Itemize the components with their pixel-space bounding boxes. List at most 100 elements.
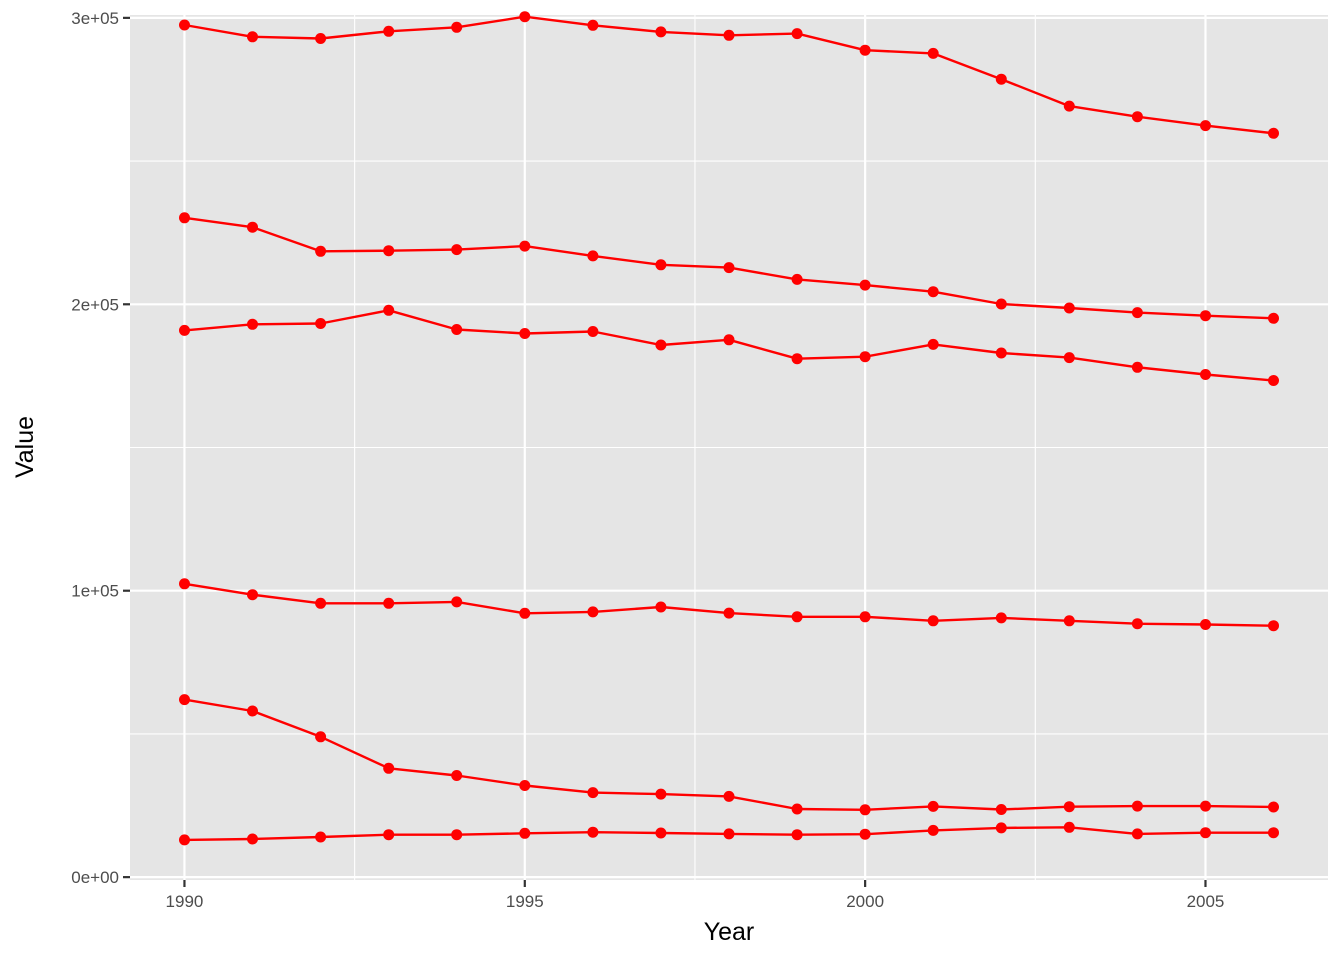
data-point-s5-2005 <box>1200 800 1211 812</box>
data-point-s2-1995 <box>519 240 531 252</box>
data-point-s3-1997 <box>655 339 667 351</box>
data-point-s4-1998 <box>723 607 735 619</box>
x-axis: 1990 1995 2000 2005 <box>166 880 1225 911</box>
data-point-s2-1999 <box>791 273 803 285</box>
data-point-s4-2000 <box>859 611 871 623</box>
data-point-s5-1991 <box>247 705 258 717</box>
data-point-s5-2002 <box>995 804 1007 815</box>
data-point-s4-1993 <box>383 597 395 609</box>
data-point-s5-2003 <box>1063 801 1075 813</box>
data-point-s4-2005 <box>1200 619 1211 630</box>
data-point-s1-2003 <box>1063 100 1075 112</box>
data-point-s3-1990 <box>179 324 190 336</box>
data-point-s5-2001 <box>927 800 939 812</box>
data-point-s6-1991 <box>247 833 258 845</box>
data-point-s5-1997 <box>655 788 667 800</box>
data-point-s6-2001 <box>927 824 939 836</box>
data-point-s4-2001 <box>927 615 939 627</box>
data-point-s3-1999 <box>791 353 803 365</box>
data-point-s2-1991 <box>247 221 258 233</box>
data-point-s3-1993 <box>383 304 395 316</box>
data-point-s5-1996 <box>587 787 599 799</box>
x-tick-label: 1990 <box>166 892 204 911</box>
data-point-s4-1996 <box>587 606 599 618</box>
data-point-s3-2002 <box>995 347 1007 359</box>
data-point-s5-2006 <box>1268 801 1279 813</box>
series-points <box>179 11 1279 846</box>
data-point-s4-2003 <box>1063 615 1075 627</box>
data-point-s2-1993 <box>383 245 395 257</box>
data-point-s2-1990 <box>179 212 190 224</box>
data-point-s5-1992 <box>315 731 327 743</box>
data-point-s4-2006 <box>1268 620 1279 632</box>
data-point-s4-1991 <box>247 589 258 601</box>
x-axis-title: Year <box>704 918 755 946</box>
data-point-s1-2002 <box>995 73 1007 85</box>
data-point-s1-1998 <box>723 29 735 41</box>
data-point-s1-1991 <box>247 31 258 43</box>
data-point-s2-2005 <box>1200 310 1211 322</box>
data-point-s3-2004 <box>1131 361 1143 373</box>
data-point-s1-2006 <box>1268 127 1279 139</box>
data-point-s6-1994 <box>451 829 463 841</box>
data-point-s1-1996 <box>587 19 599 31</box>
data-point-s6-2003 <box>1063 821 1075 833</box>
data-point-s4-1999 <box>791 611 803 623</box>
data-point-s4-1990 <box>179 578 190 590</box>
x-tick-label: 2000 <box>846 892 884 911</box>
y-tick-label: 1e+05 <box>71 582 119 601</box>
data-point-s6-1996 <box>587 826 599 838</box>
x-tick-label: 2005 <box>1187 892 1225 911</box>
data-point-s5-1994 <box>451 770 463 781</box>
y-tick-label: 3e+05 <box>71 9 119 28</box>
y-axis: 0e+00 1e+05 2e+05 3e+05 <box>71 9 130 887</box>
data-point-s4-1992 <box>315 597 327 609</box>
data-point-s6-2004 <box>1131 828 1143 840</box>
data-point-s6-1992 <box>315 831 327 843</box>
data-point-s3-2003 <box>1063 352 1075 364</box>
data-point-s1-1995 <box>519 11 531 23</box>
data-point-s5-1998 <box>723 790 735 802</box>
data-point-s2-2003 <box>1063 302 1075 314</box>
data-point-s3-2000 <box>859 351 871 363</box>
data-point-s6-2006 <box>1268 827 1279 839</box>
data-point-s2-1992 <box>315 245 327 257</box>
data-point-s6-2000 <box>859 828 871 840</box>
data-point-s4-1995 <box>519 607 531 619</box>
minor-gridlines <box>130 15 1328 880</box>
data-point-s1-2004 <box>1131 111 1143 123</box>
y-tick-label: 0e+00 <box>71 868 119 887</box>
data-point-s2-2000 <box>859 279 871 291</box>
data-point-s6-1993 <box>383 829 395 841</box>
data-point-s1-1997 <box>655 26 667 38</box>
data-point-s5-1999 <box>791 803 803 815</box>
data-point-s3-2001 <box>927 338 939 350</box>
data-point-s6-2002 <box>995 822 1007 834</box>
data-point-s3-1995 <box>519 328 531 339</box>
data-point-s1-1999 <box>791 28 803 40</box>
x-tick-label: 1995 <box>506 892 544 911</box>
data-point-s6-1995 <box>519 827 531 839</box>
data-point-s5-2004 <box>1131 800 1143 812</box>
data-point-s1-2001 <box>927 47 939 59</box>
data-point-s5-1995 <box>519 780 531 791</box>
data-point-s4-1997 <box>655 601 667 613</box>
data-point-s3-1998 <box>723 334 735 346</box>
data-point-s2-1996 <box>587 250 599 262</box>
data-point-s3-1994 <box>451 324 463 335</box>
data-point-s6-1997 <box>655 827 667 839</box>
major-gridlines <box>130 15 1328 880</box>
data-point-s5-1993 <box>383 762 395 774</box>
data-point-s2-1998 <box>723 262 735 274</box>
data-point-s1-1993 <box>383 25 395 37</box>
data-point-s1-1990 <box>179 19 190 31</box>
data-point-s1-1992 <box>315 33 327 44</box>
data-point-s2-2006 <box>1268 312 1279 324</box>
data-point-s1-2005 <box>1200 120 1211 132</box>
data-point-s5-2000 <box>859 804 871 816</box>
data-point-s1-1994 <box>451 21 463 33</box>
data-point-s2-2001 <box>927 286 939 298</box>
data-point-s2-2002 <box>995 298 1007 310</box>
data-point-s4-2004 <box>1131 618 1143 630</box>
data-point-s5-1990 <box>179 694 190 706</box>
